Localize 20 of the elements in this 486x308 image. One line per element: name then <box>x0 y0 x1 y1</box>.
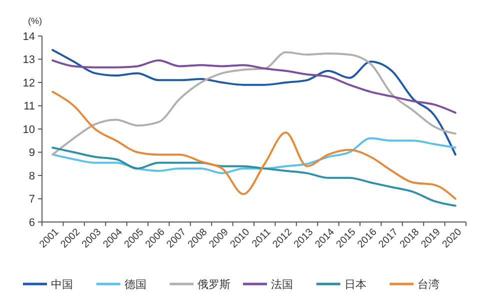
legend-label: 日本 <box>344 278 366 291</box>
y-axis-title: (%) <box>28 16 42 26</box>
y-tick-label: 12 <box>22 77 35 90</box>
legend-label: 台湾 <box>418 278 440 291</box>
legend-label: 法国 <box>271 278 293 291</box>
y-tick-label: 14 <box>22 30 35 43</box>
y-tick-label: 13 <box>22 54 35 66</box>
legend-label: 俄罗斯 <box>198 278 231 291</box>
y-tick-label: 9 <box>28 147 35 160</box>
y-tick-label: 8 <box>28 170 35 182</box>
y-tick-label: 10 <box>22 124 35 136</box>
line-series <box>52 90 456 200</box>
y-tick-label: 11 <box>24 100 35 113</box>
line-series <box>52 146 456 207</box>
line-series <box>52 59 456 114</box>
y-tick-label: 6 <box>28 216 35 229</box>
line-series <box>52 137 456 174</box>
y-tick-label: 7 <box>28 194 35 206</box>
legend-label: 德国 <box>124 278 146 291</box>
legend-label: 中国 <box>51 278 73 291</box>
